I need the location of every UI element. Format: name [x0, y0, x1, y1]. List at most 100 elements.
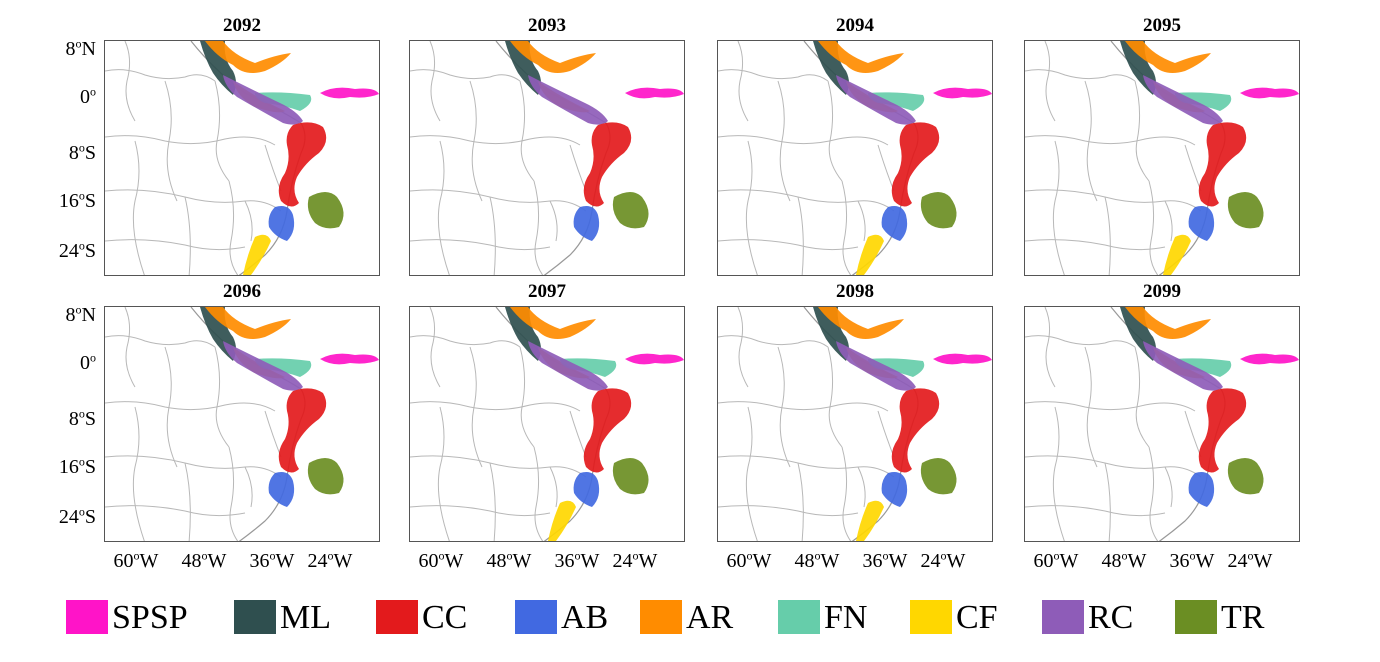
dispersal-ar	[510, 41, 596, 113]
basemap-borders	[410, 41, 587, 275]
map-panel-2093	[409, 40, 685, 276]
dispersal-ab	[1188, 472, 1215, 507]
dispersal-fn	[255, 92, 312, 111]
dispersal-fn	[868, 358, 925, 377]
panel-year-title: 2093	[528, 15, 566, 36]
y-tick-label: 16oS	[58, 188, 96, 212]
coastline	[1110, 307, 1226, 541]
dispersal-spsp	[1240, 353, 1299, 365]
legend-swatch	[1175, 600, 1217, 634]
legend-swatch	[234, 600, 276, 634]
y-tick-label: 8oS	[68, 406, 96, 430]
dispersal-rc	[836, 75, 916, 125]
legend-label: CC	[422, 599, 468, 636]
map-panel-2092	[104, 40, 380, 276]
legend-swatch	[376, 600, 418, 634]
dispersal-cf	[548, 500, 576, 541]
x-tick-label: 60oW	[113, 548, 159, 572]
coastline	[803, 41, 919, 275]
dispersal-ar	[818, 307, 904, 379]
panel-year-title: 2099	[1143, 281, 1181, 302]
dispersal-tr	[307, 192, 344, 229]
dispersal-cc	[891, 122, 940, 207]
dispersal-rc	[223, 75, 303, 125]
y-tick-label: 0o	[80, 84, 96, 108]
dispersal-rc	[836, 341, 916, 391]
x-tick-label: 48oW	[486, 548, 532, 572]
dispersal-cf	[243, 234, 271, 275]
dispersal-spsp	[320, 87, 379, 99]
map-canvas	[718, 41, 992, 275]
x-tick-label: 60oW	[418, 548, 464, 572]
dispersal-ab	[573, 206, 600, 241]
basemap-borders	[1025, 41, 1202, 275]
y-tick-label: 24oS	[58, 238, 96, 262]
basemap-borders	[1025, 307, 1202, 541]
panel-year-title: 2094	[836, 15, 874, 36]
legend-label: CF	[956, 599, 998, 636]
legend-label: TR	[1221, 599, 1265, 636]
panel-year-title: 2095	[1143, 15, 1181, 36]
y-tick-label: 8oS	[68, 140, 96, 164]
dispersal-ab	[573, 472, 600, 507]
coastline	[495, 307, 611, 541]
legend-swatch	[910, 600, 952, 634]
map-panel-2099	[1024, 306, 1300, 542]
y-tick-label: 16oS	[58, 454, 96, 478]
basemap-borders	[105, 41, 282, 275]
map-panel-2098	[717, 306, 993, 542]
dispersal-cc	[583, 122, 632, 207]
dispersal-cc	[278, 388, 327, 473]
dispersal-spsp	[625, 353, 684, 365]
x-tick-label: 24oW	[920, 548, 966, 572]
coastline	[190, 307, 306, 541]
dispersal-ab	[881, 206, 908, 241]
dispersal-spsp	[933, 353, 992, 365]
legend-label: RC	[1088, 599, 1134, 636]
dispersal-ab	[881, 472, 908, 507]
dispersal-fn	[868, 92, 925, 111]
panel-year-title: 2098	[836, 281, 874, 302]
map-canvas	[1025, 41, 1299, 275]
dispersal-fn	[255, 358, 312, 377]
map-panel-2095	[1024, 40, 1300, 276]
dispersal-cc	[1198, 388, 1247, 473]
dispersal-rc	[1143, 341, 1223, 391]
dispersal-spsp	[625, 87, 684, 99]
y-tick-label: 24oS	[58, 504, 96, 528]
coastline	[1110, 41, 1226, 275]
map-canvas	[410, 41, 684, 275]
map-canvas	[718, 307, 992, 541]
dispersal-tr	[1227, 458, 1264, 495]
dispersal-cf	[1163, 234, 1191, 275]
coastline	[803, 307, 919, 541]
dispersal-tr	[920, 192, 957, 229]
x-tick-label: 24oW	[612, 548, 658, 572]
y-tick-label: 8oN	[65, 36, 96, 60]
x-tick-label: 36oW	[1169, 548, 1215, 572]
legend-swatch	[515, 600, 557, 634]
panel-year-title: 2097	[528, 281, 566, 302]
dispersal-fn	[560, 358, 617, 377]
x-tick-label: 24oW	[1227, 548, 1273, 572]
dispersal-ab	[268, 472, 295, 507]
legend-label: FN	[824, 599, 868, 636]
coastline	[495, 41, 611, 275]
dispersal-ar	[818, 41, 904, 113]
dispersal-fn	[1175, 358, 1232, 377]
x-tick-label: 48oW	[181, 548, 227, 572]
legend-swatch	[66, 600, 108, 634]
legend-swatch	[778, 600, 820, 634]
basemap-borders	[105, 307, 282, 541]
x-tick-label: 36oW	[862, 548, 908, 572]
dispersal-ab	[1188, 206, 1215, 241]
legend-label: AR	[686, 599, 734, 636]
x-tick-label: 48oW	[1101, 548, 1147, 572]
map-canvas	[105, 307, 379, 541]
dispersal-ar	[205, 307, 291, 379]
dispersal-cc	[891, 388, 940, 473]
dispersal-rc	[1143, 75, 1223, 125]
dispersal-tr	[612, 192, 649, 229]
dispersal-spsp	[933, 87, 992, 99]
y-tick-label: 0o	[80, 350, 96, 374]
